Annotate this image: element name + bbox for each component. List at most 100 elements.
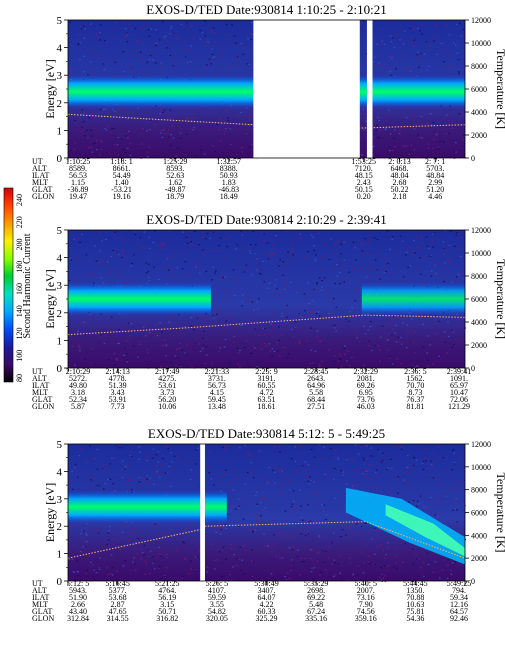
ephemeris-value: 3.73 — [160, 388, 174, 397]
ephemeris-value: 1:10:25 — [66, 157, 90, 166]
ephemeris-value: -46.83 — [218, 185, 239, 194]
ephemeris-value: 19.47 — [69, 192, 87, 201]
ephemeris-value: 4.15 — [210, 388, 224, 397]
ephemeris-value: 70.88 — [406, 593, 424, 602]
ephemeris-row-label: MLT — [32, 178, 48, 187]
y2-tick-label: 10000 — [471, 463, 491, 472]
ephemeris-value: 8661. — [113, 164, 131, 173]
ephemeris-value: 7.90 — [359, 600, 373, 609]
ephemeris-value: 4.46 — [428, 192, 442, 201]
ephemeris-value: 51.90 — [69, 593, 87, 602]
ephemeris-row-label: ILAT — [32, 381, 49, 390]
ephemeris-value: 316.82 — [156, 614, 178, 623]
ephemeris-value: 2:39:41 — [447, 367, 471, 376]
ephemeris-value: 8.73 — [408, 388, 422, 397]
ephemeris-value: 5.87 — [71, 402, 85, 411]
ephemeris-value: 2:32:29 — [354, 367, 378, 376]
ephemeris-value: 27.51 — [307, 402, 325, 411]
colorbar-ticks: 240 220 200 180 160 140 120 100 80 — [15, 194, 24, 382]
ephemeris-value: 59.45 — [208, 395, 226, 404]
y2-tick-label: 8000 — [471, 486, 487, 495]
ephemeris-value: 1:53:25 — [352, 157, 376, 166]
ephemeris-value: 5:35:29 — [304, 579, 328, 588]
ephemeris-value: 59.59 — [208, 593, 226, 602]
panel-3: EXOS-D/TED Date:930814 5:12: 5 - 5:49:25… — [32, 426, 505, 623]
ephemeris-value: 2: 7: 1 — [425, 157, 445, 166]
colorbar-tick-label: 180 — [15, 261, 24, 273]
y-tick-label: 3 — [57, 494, 63, 506]
ephemeris-value: 2.66 — [71, 600, 85, 609]
ephemeris-value: 2:36: 5 — [404, 367, 426, 376]
ephemeris-value: 49.80 — [69, 381, 87, 390]
ephemeris-value: 43.40 — [69, 607, 87, 616]
ephemeris-value: 2698. — [307, 586, 325, 595]
chart-title: EXOS-D/TED Date:930814 2:10:29 - 2:39:41 — [146, 212, 386, 227]
ephemeris-value: 5:30:49 — [254, 579, 278, 588]
ephemeris-value: 76.37 — [406, 395, 424, 404]
ephemeris-value: 73.16 — [357, 593, 375, 602]
ephemeris-value: 7120. — [355, 164, 373, 173]
y2-tick-label: 10000 — [471, 39, 491, 48]
ephemeris-value: 5:16:45 — [105, 579, 129, 588]
ephemeris-value: 1:32:57 — [217, 157, 241, 166]
ephemeris-row-label: ILAT — [32, 593, 49, 602]
colorbar-label: Second Harmonic Current — [22, 233, 33, 338]
ephemeris-value: -36.89 — [68, 185, 89, 194]
y2-tick-label: 8000 — [471, 62, 487, 71]
ephemeris-value: 81.81 — [406, 402, 424, 411]
y-tick-label: 5 — [57, 439, 63, 451]
ephemeris-value: 359.16 — [355, 614, 377, 623]
panel-2: EXOS-D/TED Date:930814 2:10:29 - 2:39:41… — [32, 212, 505, 411]
ephemeris-value: 5377. — [109, 586, 127, 595]
ephemeris-value: 4275. — [158, 374, 176, 383]
ephemeris-value: 10.63 — [406, 600, 424, 609]
ephemeris-value: 2.68 — [392, 178, 406, 187]
ephemeris-value: 0.20 — [357, 192, 371, 201]
ephemeris-value: 335.16 — [305, 614, 327, 623]
ephemeris-value: 51.20 — [426, 185, 444, 194]
y-tick-label: 4 — [57, 466, 63, 478]
ephemeris-value: 8388. — [220, 164, 238, 173]
ephemeris-value: 63.51 — [258, 395, 276, 404]
ephemeris-value: 1:25:29 — [163, 157, 187, 166]
ephemeris-value: 50.15 — [355, 185, 373, 194]
ephemeris-value: 52.34 — [69, 395, 87, 404]
ephemeris-value: 53.91 — [109, 395, 127, 404]
ephemeris-row-label: UT — [32, 579, 43, 588]
y-tick-label: 4 — [57, 43, 63, 55]
ephemeris-value: 2:14:13 — [105, 367, 129, 376]
ephemeris-value: 46.03 — [357, 402, 375, 411]
y2-tick-label: 4000 — [471, 531, 487, 540]
ephemeris-value: 325.29 — [256, 614, 278, 623]
ephemeris-value: 2643. — [307, 374, 325, 383]
ephemeris-value: 1562. — [406, 374, 424, 383]
ephemeris-value: 2081. — [357, 374, 375, 383]
colorbar-tick-label: 140 — [15, 305, 24, 317]
ephemeris-value: 5:12: 5 — [67, 579, 89, 588]
colorbar-tick-label: 240 — [15, 194, 24, 206]
ephemeris-value: 54.49 — [113, 171, 131, 180]
y2-tick-label: 2000 — [471, 341, 487, 350]
ephemeris-value: 5:26: 5 — [206, 579, 228, 588]
ephemeris-value: 3.15 — [160, 600, 174, 609]
ephemeris-value: 56.20 — [158, 395, 176, 404]
chart-title: EXOS-D/TED Date:930814 1:10:25 - 2:10:21 — [146, 2, 386, 17]
ephemeris-value: 92.46 — [450, 614, 468, 623]
ephemeris-value: 1.62 — [168, 178, 182, 187]
emission-band — [361, 282, 465, 316]
ephemeris-value: 50.71 — [158, 607, 176, 616]
y-tick-label: 1 — [57, 125, 63, 137]
ephemeris-value: 2: 0:13 — [388, 157, 410, 166]
y2-tick-label: 12000 — [471, 16, 491, 25]
ephemeris-value: 2.87 — [111, 600, 125, 609]
ephemeris-value: 69.22 — [307, 593, 325, 602]
ephemeris-row-label: GLAT — [32, 185, 53, 194]
y2-tick-label: 12000 — [471, 440, 491, 449]
ephemeris-value: 48.84 — [426, 171, 444, 180]
ephemeris-value: -53.21 — [111, 185, 132, 194]
ephemeris-value: 60.55 — [258, 381, 276, 390]
ephemeris-value: 47.65 — [109, 607, 127, 616]
ephemeris-value: 18.79 — [166, 192, 184, 201]
ephemeris-value: 54.36 — [406, 614, 424, 623]
y2-tick-label: 4000 — [471, 318, 487, 327]
